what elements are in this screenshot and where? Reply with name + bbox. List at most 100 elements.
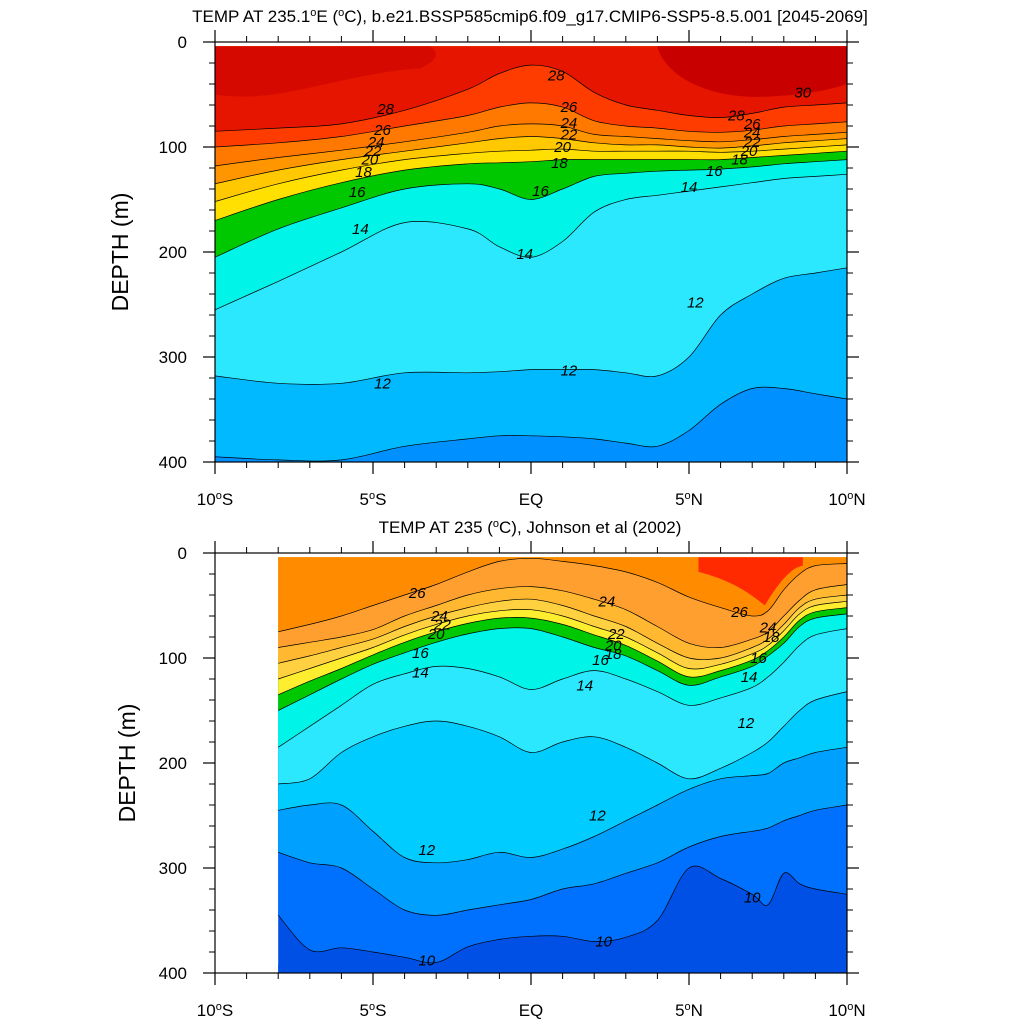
y-tick-label: 0 <box>178 33 187 52</box>
isotherm-24 <box>278 584 848 649</box>
title-part: o <box>338 7 344 19</box>
contour-label: 26 <box>373 122 391 139</box>
panel-top-title: TEMP AT 235.1oE (oC), b.e21.BSSP585cmip6… <box>192 7 868 26</box>
isotherm-24 <box>214 123 848 167</box>
contour-label: 16 <box>706 163 723 180</box>
contour-label: 24 <box>430 608 448 625</box>
x-tick-label: 10oN <box>828 490 865 509</box>
contour-label: 24 <box>560 115 578 132</box>
contour-label: 12 <box>687 294 704 311</box>
isotherm-12 <box>214 267 848 385</box>
isotherm-16 <box>214 159 848 258</box>
contour-label: 18 <box>731 152 748 169</box>
contour-label: 14 <box>741 669 758 686</box>
x-tick-label: 5oS <box>360 1001 387 1020</box>
isotherm-9 <box>277 865 848 964</box>
isotherm-10 <box>278 804 848 916</box>
isotherm-20 <box>278 600 848 680</box>
isotherm-12 <box>278 691 848 785</box>
contour-label: 16 <box>750 650 767 667</box>
isotherm-20 <box>214 144 848 202</box>
y-tick-label: 400 <box>159 453 187 472</box>
panel-top-y-axis-label: DEPTH (m) <box>107 193 133 312</box>
x-tick-label: 5oN <box>675 1001 703 1020</box>
panel-bottom: TEMP AT 235 (oC), Johnson et al (2002) 2… <box>114 518 866 1020</box>
contour-label: 18 <box>763 629 780 646</box>
contour-label: 14 <box>352 221 369 238</box>
title-part: E ( <box>316 7 338 26</box>
y-tick-label: 200 <box>159 754 187 773</box>
isotherm-26 <box>278 557 848 633</box>
contour-label: 18 <box>605 646 622 663</box>
contour-label: 24 <box>597 593 615 610</box>
contour-label: 28 <box>376 101 394 118</box>
x-tick-label: 10oS <box>197 490 233 509</box>
contour-label: 16 <box>349 184 366 201</box>
contour-label: 26 <box>560 99 578 116</box>
contour-label: 26 <box>743 116 761 133</box>
contour-label: 22 <box>560 126 578 143</box>
contour-label: 20 <box>604 637 622 654</box>
contour-band-30-west <box>215 46 436 97</box>
isotherm-28 <box>214 64 848 132</box>
contour-label: 26 <box>730 604 748 621</box>
isotherm-18 <box>214 150 848 221</box>
x-tick-label: 10oN <box>828 1001 865 1020</box>
y-tick-label: 300 <box>159 348 187 367</box>
contour-label: 14 <box>412 665 429 682</box>
isotherm-22 <box>278 594 848 664</box>
isotherm-11 <box>214 386 848 462</box>
title-part: o <box>310 7 316 19</box>
contour-label: 12 <box>738 715 755 732</box>
axes: 0 100 200 300 400 10oS 5oS EQ 5oN 10oN <box>159 541 866 1020</box>
isotherm-16 <box>278 613 848 711</box>
contour-label: 30 <box>794 84 811 101</box>
contour-label: 16 <box>592 652 609 669</box>
x-tick-label: 10oS <box>197 1001 233 1020</box>
contour-label: 20 <box>360 152 378 169</box>
contour-label: 10 <box>744 889 761 906</box>
y-tick-label: 100 <box>159 649 187 668</box>
contour-label: 16 <box>412 645 429 662</box>
contour-label: 14 <box>576 677 593 694</box>
contour-label: 20 <box>740 143 758 160</box>
y-tick-label: 400 <box>159 964 187 983</box>
contour-band-30 <box>657 46 847 97</box>
y-tick-label: 100 <box>159 138 187 157</box>
x-tick-label: EQ <box>519 1001 544 1020</box>
title-part: C), Johnson et al (2002) <box>499 518 681 537</box>
contour-label: 24 <box>759 620 777 637</box>
panel-bottom-title: TEMP AT 235 (oC), Johnson et al (2002) <box>379 518 682 537</box>
contour-label: 10 <box>595 934 612 951</box>
contour-label: 22 <box>433 616 451 633</box>
contour-label: 14 <box>516 246 533 263</box>
contour-label: 12 <box>589 808 606 825</box>
x-tick-label: 5oN <box>675 490 703 509</box>
contour-label: 18 <box>355 164 372 181</box>
contour-band-28 <box>698 557 803 606</box>
isotherm-14 <box>278 628 848 748</box>
contour-label: 24 <box>743 124 761 141</box>
isotherm-14 <box>214 173 848 311</box>
contour-label: 12 <box>418 842 435 859</box>
contour-label: 10 <box>418 952 435 969</box>
x-tick-label: EQ <box>519 490 544 509</box>
contour-label: 22 <box>743 134 761 151</box>
contour-label: 20 <box>427 626 445 643</box>
isotherm-11 <box>278 746 848 864</box>
contour-lines <box>214 64 848 462</box>
contour-label: 24 <box>367 134 385 151</box>
contour-band-8 <box>278 964 294 973</box>
contour-label: 12 <box>374 375 391 392</box>
contour-label: 18 <box>551 155 568 172</box>
panel-bottom-y-axis-label: DEPTH (m) <box>114 704 140 823</box>
contour-label: 16 <box>532 183 549 200</box>
axes: 0 100 200 300 400 10oS 5oS EQ 5oN 10oN <box>159 30 866 509</box>
contour-band-26 <box>278 557 847 632</box>
contour-label: 28 <box>727 108 745 125</box>
